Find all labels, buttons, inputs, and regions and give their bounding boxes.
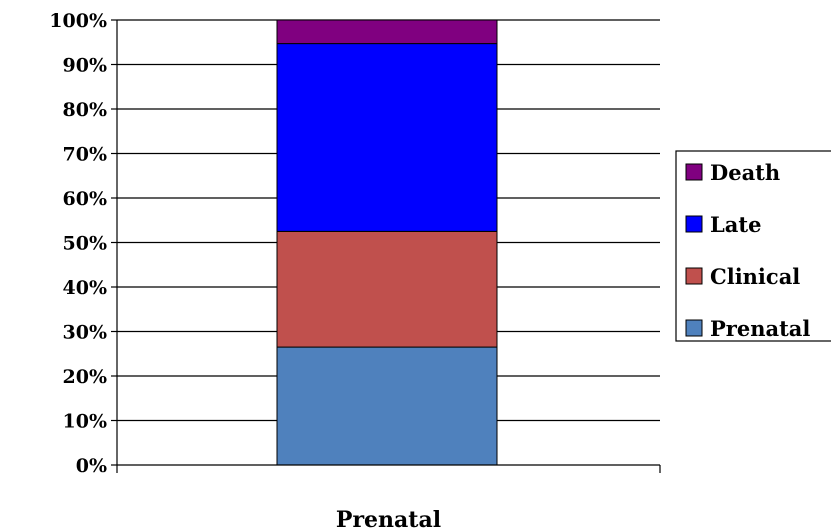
legend-swatch-clinical [685, 267, 703, 285]
bar-segment-late [276, 43, 498, 232]
legend-label: Death [710, 160, 780, 185]
legend-label: Prenatal [710, 316, 810, 341]
legend-label: Late [710, 212, 761, 237]
bar-segments [276, 19, 498, 466]
legend-box [675, 150, 831, 342]
y-tick-label: 90% [63, 55, 108, 77]
y-tick-labels: 0% 10% 20% 30% 40% 50% 60% 70% 80% 90% 100% [49, 10, 107, 477]
y-tick-label: 10% [63, 411, 108, 433]
y-tick-label: 40% [63, 277, 108, 299]
bar-segment-death [276, 19, 498, 45]
legend-label: Clinical [710, 264, 800, 289]
y-tick-label: 80% [63, 99, 108, 121]
bar-segment-prenatal [276, 346, 498, 466]
y-tick-label: 30% [63, 322, 108, 344]
legend: Death Late Clinical Prenatal [675, 150, 831, 342]
y-tick-label: 70% [63, 144, 108, 166]
x-category-labels: Prenatal [336, 507, 441, 532]
y-tick-label: 0% [76, 455, 107, 477]
axes [111, 19, 661, 473]
y-tick-label: 50% [63, 233, 108, 255]
y-tick-label: 100% [49, 10, 107, 32]
legend-swatch-prenatal [685, 319, 703, 337]
legend-swatch-death [685, 163, 703, 181]
bar-segment-clinical [276, 230, 498, 348]
legend-swatch-late [685, 215, 703, 233]
y-tick-label: 20% [63, 366, 108, 388]
x-category-label: Prenatal [336, 507, 441, 532]
y-tick-label: 60% [63, 188, 108, 210]
